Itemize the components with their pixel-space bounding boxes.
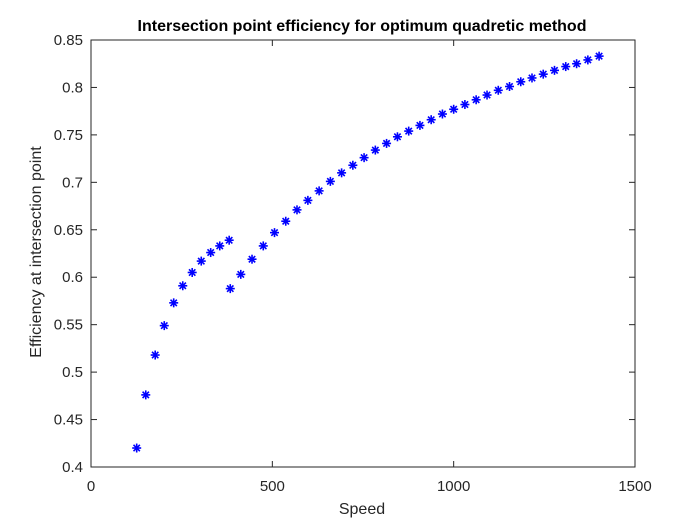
data-point: [132, 443, 142, 453]
data-point: [561, 62, 571, 72]
data-point: [292, 205, 302, 215]
y-tick-label: 0.7: [62, 174, 83, 191]
data-point: [572, 59, 582, 69]
data-point: [225, 284, 235, 294]
y-axis-label: Efficiency at intersection point: [28, 146, 45, 358]
data-point: [392, 132, 402, 142]
x-tick-label: 0: [87, 478, 95, 495]
data-point: [482, 90, 492, 100]
data-point: [281, 216, 291, 226]
y-axis: 0.4 0.45 0.5 0.55 0.6 0.65 0.7 0.75 0.8 0.85: [54, 32, 635, 476]
y-tick-label: 0.55: [54, 317, 83, 334]
data-point: [516, 77, 526, 87]
data-point: [178, 281, 188, 291]
data-point: [270, 228, 280, 238]
data-point: [583, 55, 593, 65]
data-point: [437, 109, 447, 119]
data-point: [359, 153, 369, 163]
data-point: [206, 248, 216, 258]
data-point: [141, 390, 151, 400]
data-point: [493, 85, 503, 95]
data-point: [471, 95, 481, 105]
data-point: [549, 65, 559, 75]
data-point: [348, 160, 358, 170]
x-axis-label: Speed: [339, 501, 385, 518]
data-point: [215, 241, 225, 251]
y-tick-label: 0.6: [62, 269, 83, 286]
x-tick-label: 1500: [618, 478, 651, 495]
data-point: [325, 176, 335, 186]
data-point: [382, 138, 392, 148]
data-point: [415, 120, 425, 130]
x-axis: 0 500 1000 1500: [87, 40, 652, 495]
data-point: [505, 81, 515, 91]
data-point: [159, 321, 169, 331]
data-point: [594, 51, 604, 61]
y-tick-label: 0.65: [54, 222, 83, 239]
data-point: [224, 235, 234, 245]
y-tick-label: 0.85: [54, 32, 83, 49]
data-point: [196, 256, 206, 266]
data-point: [247, 254, 257, 264]
data-point: [303, 195, 313, 205]
y-tick-label: 0.8: [62, 79, 83, 96]
data-point: [449, 104, 459, 114]
y-tick-label: 0.45: [54, 412, 83, 429]
data-point: [538, 69, 548, 79]
data-point: [258, 241, 268, 251]
x-tick-label: 1000: [437, 478, 470, 495]
data-point: [527, 73, 537, 83]
x-tick-label: 500: [260, 478, 285, 495]
chart-title: Intersection point efficiency for optimu…: [138, 18, 587, 35]
data-point: [187, 267, 197, 277]
y-tick-label: 0.75: [54, 127, 83, 144]
plot-area: [90, 39, 636, 468]
data-points: [132, 51, 604, 453]
data-point: [337, 168, 347, 178]
data-point: [370, 145, 380, 155]
data-point: [426, 115, 436, 125]
data-point: [169, 298, 179, 308]
data-point: [314, 186, 324, 196]
y-tick-label: 0.4: [62, 459, 83, 476]
data-point: [150, 350, 160, 360]
y-tick-label: 0.5: [62, 364, 83, 381]
data-point: [236, 269, 246, 279]
data-point: [404, 126, 414, 136]
data-point: [460, 100, 470, 110]
